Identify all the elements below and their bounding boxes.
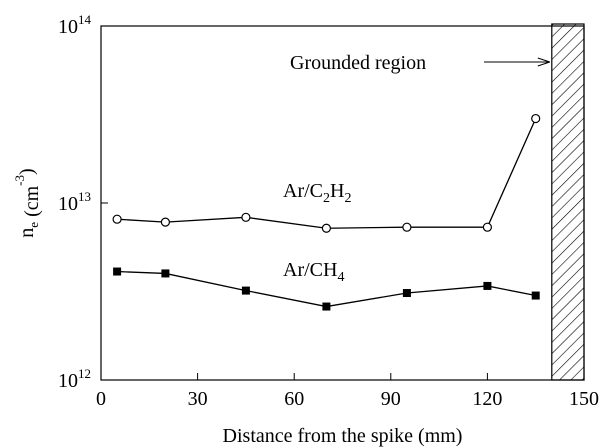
point	[482, 222, 492, 232]
y-axis-title-part: (cm	[21, 185, 43, 222]
arrow-head	[537, 57, 550, 67]
series-label-part: Ar/C	[283, 180, 323, 202]
point	[112, 214, 122, 224]
y-axis-title-part: n	[16, 228, 38, 238]
x-tick-label: 60	[284, 388, 304, 410]
point	[321, 223, 331, 233]
x-tick-label: 90	[381, 388, 401, 410]
series-line	[117, 118, 537, 229]
tick-exponent: 14	[78, 12, 92, 27]
point	[483, 281, 492, 290]
series-label: Ar/CH4	[283, 259, 344, 285]
point	[161, 269, 170, 278]
point	[113, 267, 122, 276]
plot-frame	[100, 25, 585, 381]
x-axis-title: Distance from the spike (mm)	[223, 425, 463, 447]
point	[402, 289, 411, 298]
y-axis-title-part: )	[16, 168, 38, 175]
tick-base: 10	[58, 370, 78, 392]
series-label-part: 4	[337, 270, 344, 285]
tick-base: 10	[58, 193, 78, 215]
point	[160, 217, 170, 227]
series-label-part: H	[330, 180, 344, 202]
series-label: Ar/C2H2	[283, 180, 351, 206]
x-tick-label: 0	[96, 388, 106, 410]
y-axis-title-part: e	[26, 222, 41, 228]
point	[402, 222, 412, 232]
y-axis-title: ne (cm-3)	[12, 168, 43, 237]
y-tick-label: 1014	[58, 12, 92, 38]
tick-exponent: 13	[78, 189, 91, 204]
tick-base: 10	[58, 16, 78, 38]
x-tick-label: 120	[472, 388, 502, 410]
point	[322, 302, 331, 311]
series-label-part: 2	[344, 191, 351, 206]
point	[241, 212, 251, 222]
point	[531, 113, 541, 124]
point	[531, 291, 540, 300]
series-label-part: Ar/CH	[283, 259, 337, 281]
y-axis-title-part: -3	[12, 175, 27, 186]
x-tick-label: 150	[569, 388, 599, 410]
y-tick-label: 1012	[58, 366, 91, 392]
tick-exponent: 12	[78, 366, 91, 381]
x-tick-label: 30	[188, 388, 208, 410]
grounded-region	[551, 23, 585, 381]
y-tick-label: 1013	[58, 189, 91, 215]
series-label-part: 2	[323, 191, 330, 206]
point	[241, 286, 250, 295]
region-label: Grounded region	[290, 52, 426, 74]
